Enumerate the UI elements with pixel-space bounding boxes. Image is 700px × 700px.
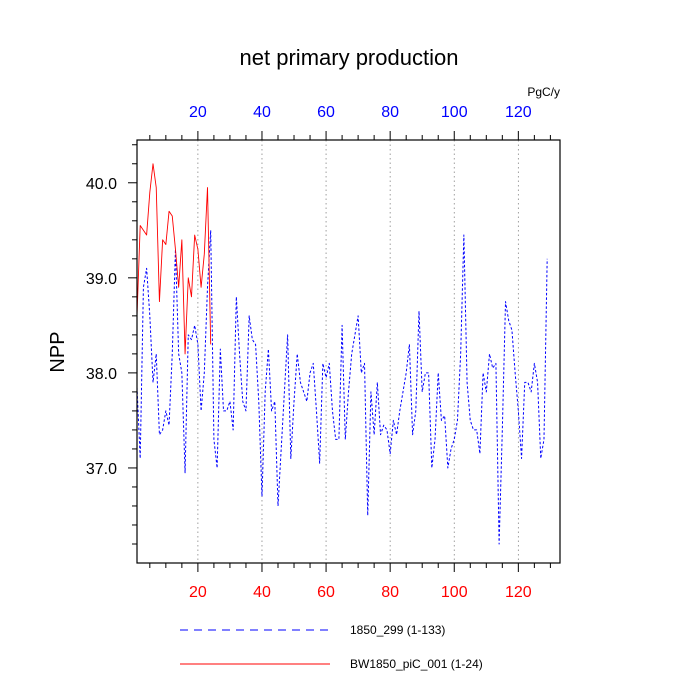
legend-label-1: 1850_299 (1-133)	[350, 623, 445, 637]
series-line-2	[136, 163, 212, 355]
y-tick-label: 39.0	[86, 271, 117, 288]
x-tick-label-top: 120	[505, 104, 532, 121]
y-tick-label: 40.0	[86, 176, 117, 193]
grid-lines	[197, 140, 519, 563]
x-tick-label-bottom: 100	[441, 584, 468, 601]
x-tick-label-top: 20	[189, 104, 207, 121]
y-tick-label: 37.0	[86, 461, 117, 478]
y-axis-label: NPP	[47, 331, 69, 372]
series-layer	[136, 163, 548, 545]
x-tick-label-bottom: 20	[189, 584, 207, 601]
y-tick-label: 38.0	[86, 366, 117, 383]
legend-label-2: BW1850_piC_001 (1-24)	[350, 657, 483, 671]
x-tick-label-top: 100	[441, 104, 468, 121]
series-line-1	[136, 229, 548, 545]
x-tick-label-bottom: 80	[381, 584, 399, 601]
plot-frame	[136, 139, 561, 564]
x-tick-label-top: 80	[381, 104, 399, 121]
legend: 1850_299 (1-133) BW1850_piC_001 (1-24)	[180, 623, 483, 671]
x-tick-label-top: 60	[317, 104, 335, 121]
x-tick-label-bottom: 40	[253, 584, 271, 601]
chart-title: net primary production	[240, 45, 459, 70]
x-tick-label-top: 40	[253, 104, 271, 121]
axis-layer: 20 20 40 40 60 60 80 80 100 100 120 120 37.0 38.0 39.0…	[86, 104, 551, 601]
x-tick-label-bottom: 60	[317, 584, 335, 601]
x-tick-label-bottom: 120	[505, 584, 532, 601]
units-label: PgC/y	[527, 85, 560, 99]
